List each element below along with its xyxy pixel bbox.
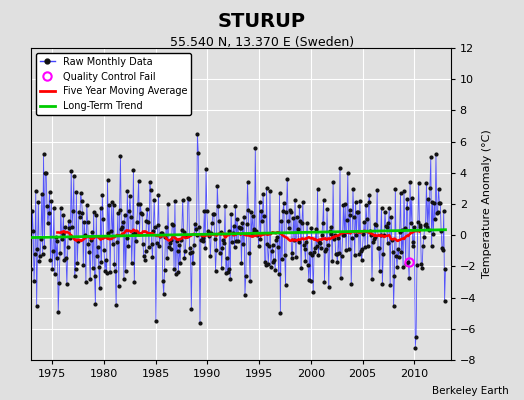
Text: STURUP: STURUP [218,12,306,31]
Legend: Raw Monthly Data, Quality Control Fail, Five Year Moving Average, Long-Term Tren: Raw Monthly Data, Quality Control Fail, … [36,53,191,115]
Text: 55.540 N, 13.370 E (Sweden): 55.540 N, 13.370 E (Sweden) [170,36,354,49]
Y-axis label: Temperature Anomaly (°C): Temperature Anomaly (°C) [482,130,492,278]
Text: Berkeley Earth: Berkeley Earth [432,386,508,396]
